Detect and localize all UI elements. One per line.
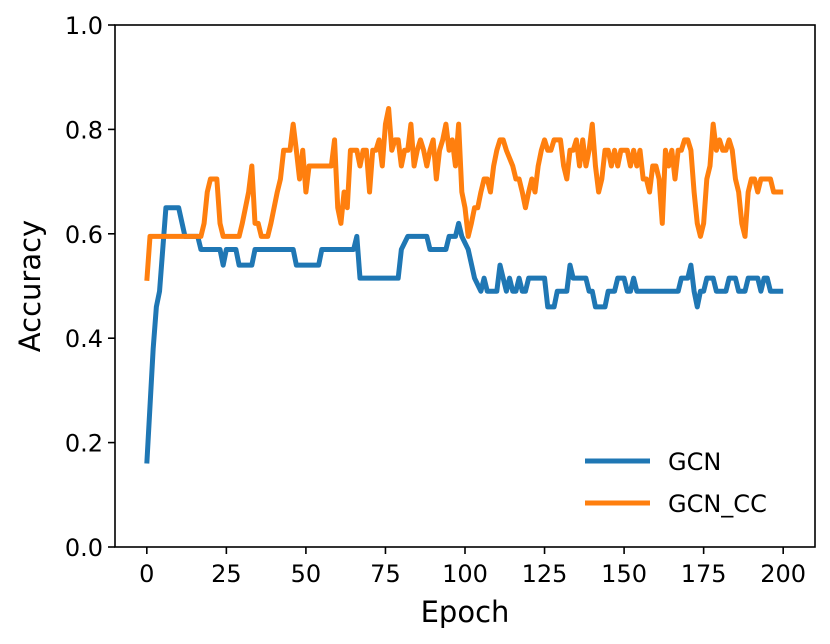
x-tick-label: 25 <box>211 560 242 588</box>
x-tick-label: 0 <box>139 560 154 588</box>
y-tick-label: 0.2 <box>65 430 103 458</box>
legend-label: GCN_CC <box>668 490 767 518</box>
x-tick-label: 125 <box>522 560 568 588</box>
legend-label: GCN <box>668 448 721 476</box>
x-tick-label: 200 <box>760 560 806 588</box>
y-tick-label: 1.0 <box>65 12 103 40</box>
y-tick-label: 0.8 <box>65 116 103 144</box>
series-layer <box>144 106 784 464</box>
legend: GCN GCN_CC <box>585 448 767 518</box>
x-tick-label: 175 <box>681 560 727 588</box>
x-tick-label: 50 <box>291 560 322 588</box>
y-axis-label: Accuracy <box>13 220 47 352</box>
x-tick-label: 100 <box>442 560 488 588</box>
x-axis-label: Epoch <box>421 595 510 629</box>
series-line-gcn-cc <box>144 106 784 281</box>
y-tick-label: 0.0 <box>65 534 103 562</box>
y-tick-label: 0.6 <box>65 221 103 249</box>
ticks-layer: 0 25 50 75 100 125 150 175 200 0.0 0.2 0.4 0.6 0.8 1.0 <box>65 12 806 588</box>
series-line-gcn <box>144 205 784 464</box>
x-tick-label: 75 <box>370 560 401 588</box>
y-tick-label: 0.4 <box>65 325 103 353</box>
x-tick-label: 150 <box>601 560 647 588</box>
